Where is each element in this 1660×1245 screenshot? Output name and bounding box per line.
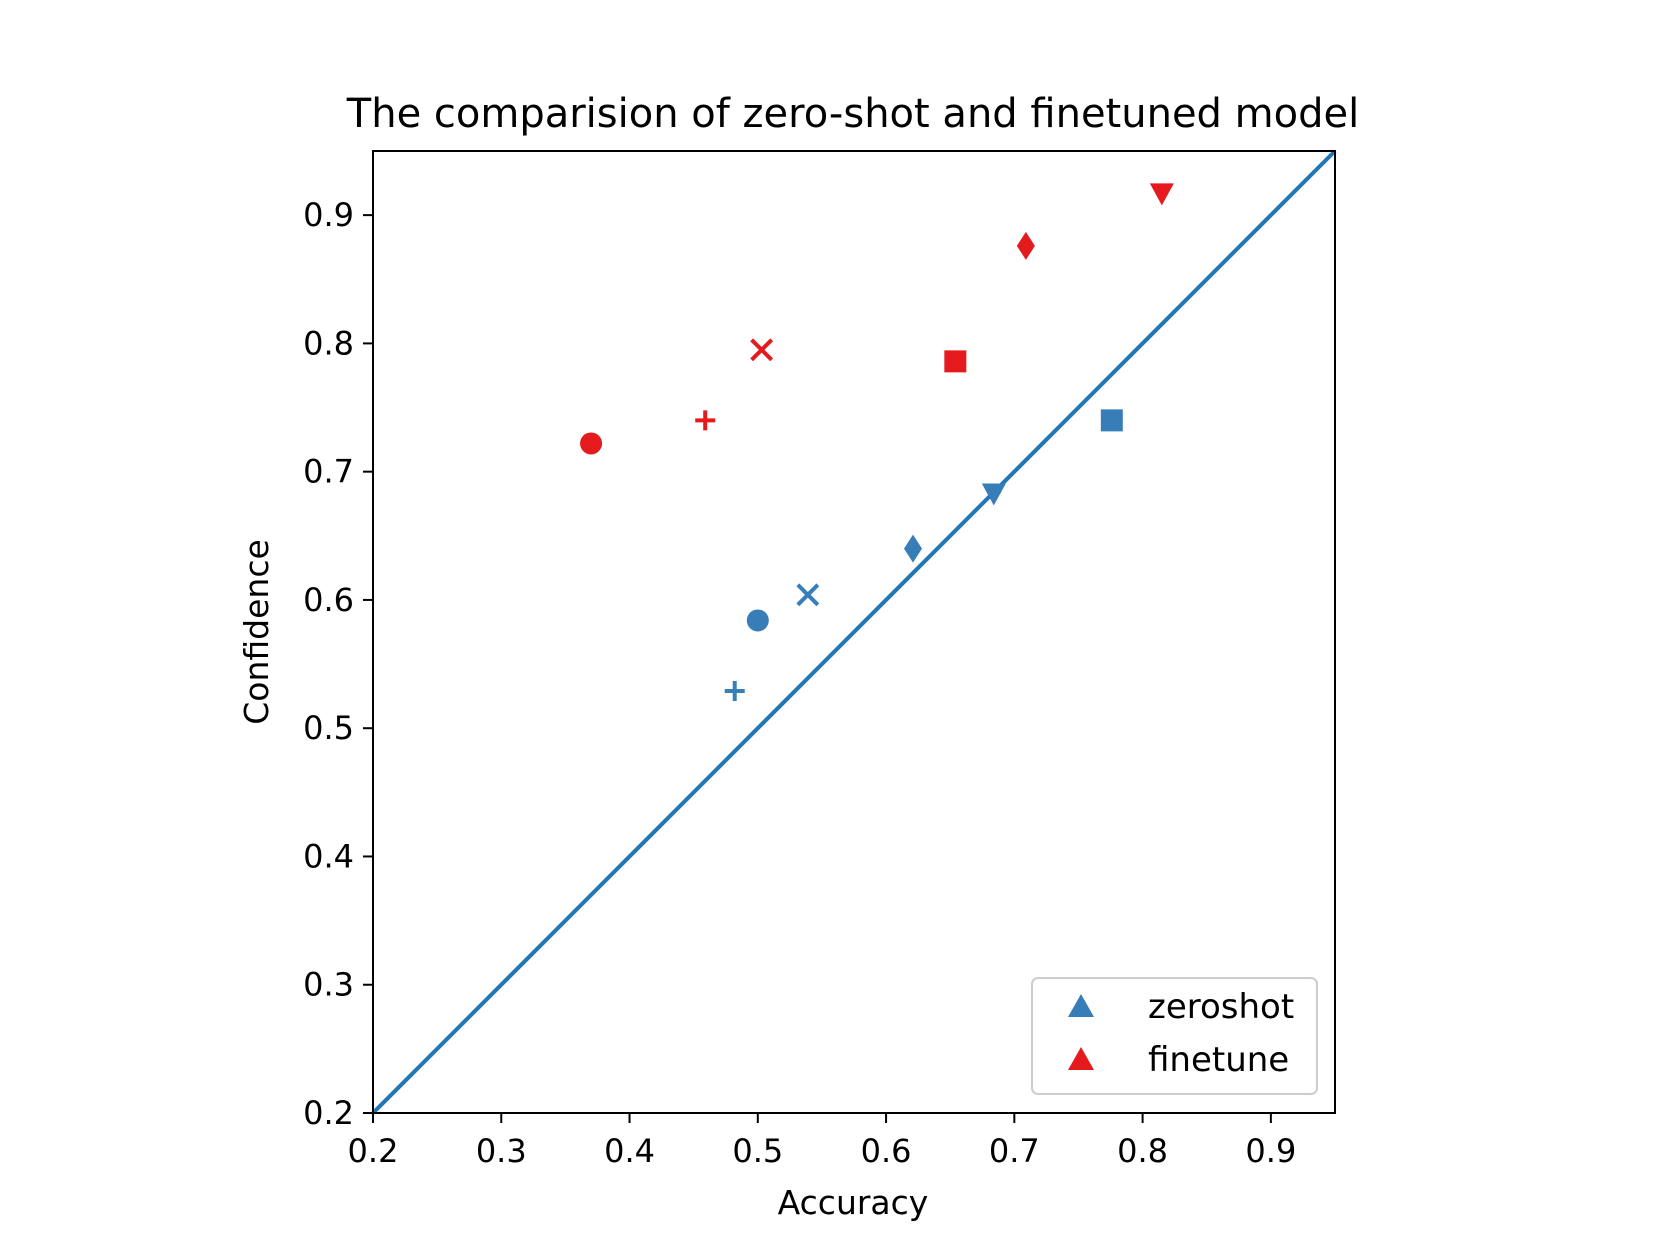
x-tick-label: 0.6 <box>861 1132 912 1170</box>
y-tick-label: 0.6 <box>303 581 354 619</box>
chart-title: The comparision of zero-shot and finetun… <box>346 91 1359 137</box>
y-tick-label: 0.2 <box>303 1094 354 1132</box>
data-points-layer <box>580 183 1174 702</box>
data-point-zeroshot-plus <box>724 681 745 702</box>
data-point-zeroshot-diamond <box>904 534 923 563</box>
legend-marker-finetune <box>1068 1047 1094 1070</box>
data-point-finetune-diamond <box>1016 231 1035 260</box>
legend-label-zeroshot: zeroshot <box>1148 987 1294 1027</box>
legend-marker-zeroshot <box>1068 994 1094 1017</box>
x-axis-ticks: 0.2 0.3 0.4 0.5 0.6 0.7 0.8 0.9 <box>348 1113 1296 1170</box>
plot-area-frame <box>372 150 1336 1114</box>
data-point-zeroshot-triangle-down <box>981 483 1006 506</box>
legend-label-finetune: finetune <box>1148 1040 1289 1080</box>
y-tick-label: 0.7 <box>303 453 354 491</box>
data-point-finetune-square <box>944 350 967 373</box>
data-point-zeroshot-square <box>1100 409 1123 432</box>
data-point-finetune-x <box>750 338 774 362</box>
y-tick-label: 0.8 <box>303 324 354 362</box>
reference-line-layer <box>371 149 1337 1115</box>
x-tick-label: 0.3 <box>476 1132 527 1170</box>
x-tick-label: 0.7 <box>989 1132 1040 1170</box>
y-tick-label: 0.5 <box>303 709 354 747</box>
data-point-zeroshot-x <box>796 583 820 607</box>
data-point-finetune-triangle-down <box>1149 183 1174 206</box>
x-tick-label: 0.4 <box>604 1132 655 1170</box>
x-tick-label: 0.2 <box>348 1132 399 1170</box>
data-point-finetune-plus <box>695 410 716 431</box>
y-tick-label: 0.4 <box>303 837 354 875</box>
data-point-finetune-circle <box>580 432 603 455</box>
x-axis-label: Accuracy <box>778 1183 929 1222</box>
y-axis-label: Confidence <box>237 539 276 725</box>
data-point-zeroshot-circle <box>746 609 769 632</box>
y-tick-label: 0.3 <box>303 966 354 1004</box>
reference-diagonal-line <box>371 149 1337 1115</box>
x-tick-label: 0.8 <box>1117 1132 1168 1170</box>
legend-box <box>1031 977 1318 1095</box>
x-tick-label: 0.9 <box>1245 1132 1296 1170</box>
y-tick-label: 0.9 <box>303 196 354 234</box>
x-tick-label: 0.5 <box>732 1132 783 1170</box>
y-axis-ticks: 0.2 0.3 0.4 0.5 0.6 0.7 0.8 0.9 <box>303 196 373 1132</box>
legend: zeroshot finetune <box>1031 977 1318 1095</box>
